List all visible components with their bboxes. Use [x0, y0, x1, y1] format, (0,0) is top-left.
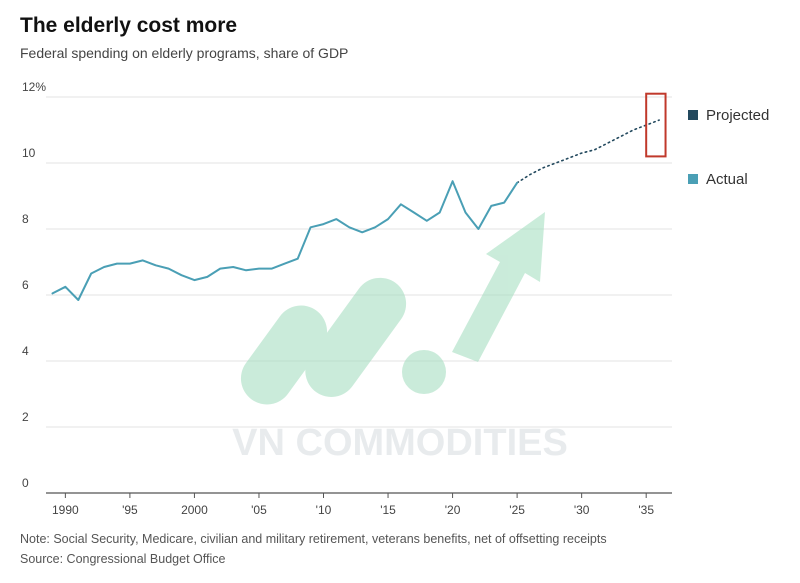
x-tick-label: '20	[445, 503, 461, 517]
series-lines	[51, 119, 660, 301]
y-tick-label: 4	[22, 344, 29, 358]
x-tick-label: 2000	[181, 503, 208, 517]
source-line: Source: Congressional Budget Office	[20, 552, 226, 566]
y-tick-label: 0	[22, 476, 29, 490]
legend-swatch-projected	[688, 110, 698, 120]
x-tick-label: '35	[638, 503, 654, 517]
x-tick-label: 1990	[52, 503, 79, 517]
y-tick-label: 10	[22, 146, 36, 160]
footnote: Note: Social Security, Medicare, civilia…	[20, 532, 607, 546]
y-tick-label: 12%	[22, 80, 46, 94]
y-tick-label: 6	[22, 278, 29, 292]
chart-subtitle: Federal spending on elderly programs, sh…	[20, 45, 349, 61]
series-line-actual	[51, 180, 519, 301]
chart-title: The elderly cost more	[20, 14, 238, 37]
watermark: VN COMMODITIES	[232, 212, 568, 464]
gridlines	[46, 96, 672, 428]
x-tick-label: '10	[316, 503, 332, 517]
highlight-layer	[645, 92, 667, 158]
legend-label-actual: Actual	[706, 171, 748, 188]
watermark-arrow-icon	[452, 212, 545, 362]
x-tick-label: '15	[380, 503, 396, 517]
axes: 0 2 4 6 8 10 12% 1990 '95 2000 '05 '10 '15 '20 '25 '30 '…	[22, 80, 672, 517]
watermark-bar-1	[240, 305, 328, 405]
highlight-box	[645, 92, 667, 158]
series-line-projected	[516, 119, 660, 184]
watermark-dot	[402, 350, 446, 394]
x-tick-label: '05	[251, 503, 267, 517]
watermark-text: VN COMMODITIES	[232, 422, 568, 464]
x-tick-label: '95	[122, 503, 138, 517]
watermark-bar-2	[305, 277, 407, 397]
x-tick-label: '30	[574, 503, 590, 517]
legend-swatch-actual	[688, 174, 698, 184]
legend: Projected Actual	[688, 107, 769, 188]
y-tick-label: 2	[22, 410, 29, 424]
legend-label-projected: Projected	[706, 107, 769, 124]
x-tick-label: '25	[509, 503, 525, 517]
y-tick-label: 8	[22, 212, 29, 226]
